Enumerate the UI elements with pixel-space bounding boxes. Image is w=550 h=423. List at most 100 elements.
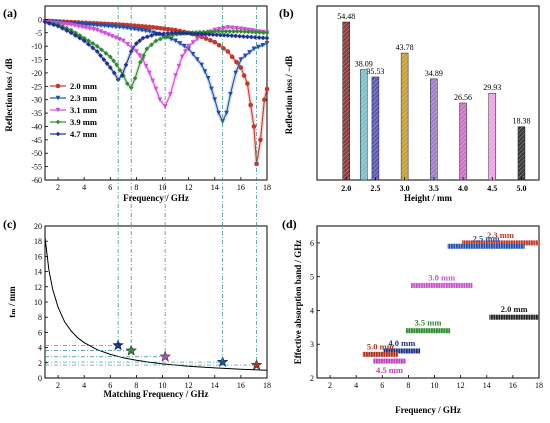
band-label: 3.0 mm [428, 272, 455, 282]
data-point [180, 30, 186, 36]
data-point [109, 33, 115, 39]
y-tick-label: 4 [310, 306, 314, 315]
bar-value-label: 38.09 [355, 60, 373, 69]
y-tick-label: 18 [34, 237, 42, 246]
matching-point-star [159, 350, 171, 362]
bar-value-label: 43.78 [396, 43, 414, 52]
data-point [83, 25, 89, 31]
x-tick-label: 18 [263, 183, 271, 192]
data-point [124, 25, 130, 31]
data-point [264, 41, 270, 46]
data-point [143, 28, 149, 34]
data-point [73, 30, 78, 36]
data-point [199, 62, 205, 68]
data-point [51, 22, 57, 28]
absorption-band-bar [373, 358, 406, 364]
data-point [225, 49, 231, 54]
bar [488, 92, 497, 181]
data-point [117, 36, 122, 42]
y-tick-label: -10 [31, 42, 42, 51]
legend-entry: 3.9 mm [50, 117, 97, 127]
data-point [183, 49, 188, 54]
absorption-band-bar [405, 328, 451, 334]
data-point [216, 29, 221, 34]
data-point [76, 21, 81, 27]
data-point [208, 38, 213, 43]
data-point [135, 27, 141, 33]
x-tick-label: 10 [431, 381, 439, 390]
y-tick-label: 20 [34, 222, 42, 231]
data-point [229, 33, 235, 39]
data-point [174, 32, 180, 37]
panel-a-xlabel: Frequency / GHz [123, 193, 189, 203]
y-tick-label: 3 [310, 340, 314, 349]
y-tick-label: -25 [31, 82, 42, 91]
data-point [190, 51, 196, 57]
data-point [256, 35, 262, 40]
absorption-band-bar [383, 348, 421, 354]
bar-value-label: 29.93 [483, 83, 501, 92]
y-tick-label: 16 [34, 252, 42, 261]
data-point [144, 34, 150, 40]
bar [459, 102, 467, 181]
data-point [186, 43, 191, 49]
data-point [53, 20, 59, 26]
data-point [60, 26, 65, 31]
data-point [121, 38, 126, 44]
data-point [249, 29, 255, 35]
data-point [249, 34, 254, 40]
panel-label-b: (b) [279, 6, 294, 20]
data-point [165, 31, 171, 36]
data-point [255, 44, 261, 50]
data-point [233, 33, 238, 39]
data-point [248, 102, 253, 108]
data-point [218, 32, 223, 38]
data-point [47, 21, 52, 26]
data-point [94, 27, 100, 33]
y-tick-label: -35 [31, 109, 42, 118]
data-point [77, 35, 83, 41]
data-point [104, 61, 110, 66]
panel-label-a: (a) [3, 6, 17, 20]
data-point [234, 26, 239, 31]
data-point [158, 25, 163, 31]
data-point [168, 36, 174, 42]
y-tick-label: 2 [310, 374, 314, 383]
data-point [86, 38, 91, 44]
data-point [68, 30, 74, 36]
data-point [260, 30, 266, 35]
absorption-band-bar [362, 351, 398, 357]
data-point [216, 26, 222, 32]
data-point [254, 161, 259, 167]
data-point [238, 65, 244, 70]
legend-label: 3.9 mm [70, 117, 97, 127]
data-point [162, 26, 167, 32]
data-point [241, 73, 247, 78]
data-point [153, 86, 159, 92]
data-point [212, 29, 218, 34]
legend-marker [55, 107, 61, 113]
y-tick-label: 0 [38, 15, 42, 24]
thickness-curve [44, 237, 268, 371]
data-point [169, 27, 175, 32]
data-point [252, 35, 258, 40]
band-label: 4.5 mm [376, 365, 403, 375]
data-point [132, 26, 137, 32]
band-label: 5.0 mm [367, 341, 394, 351]
absorption-band-bar [489, 314, 539, 320]
legend-entry: 4.7 mm [50, 129, 97, 139]
legend-marker [55, 83, 61, 89]
y-tick-label: -55 [31, 163, 42, 172]
data-point [129, 45, 135, 51]
data-point [147, 24, 152, 30]
x-tick-label: 2 [56, 381, 60, 390]
data-point [220, 119, 225, 124]
data-point [201, 29, 206, 35]
data-point [86, 42, 91, 47]
data-point [166, 33, 172, 38]
y-tick-label: -15 [31, 56, 42, 65]
x-tick-label: 5.0 [516, 184, 526, 193]
data-point [224, 110, 229, 116]
data-point [143, 63, 149, 69]
legend-label: 2.3 mm [70, 93, 97, 103]
